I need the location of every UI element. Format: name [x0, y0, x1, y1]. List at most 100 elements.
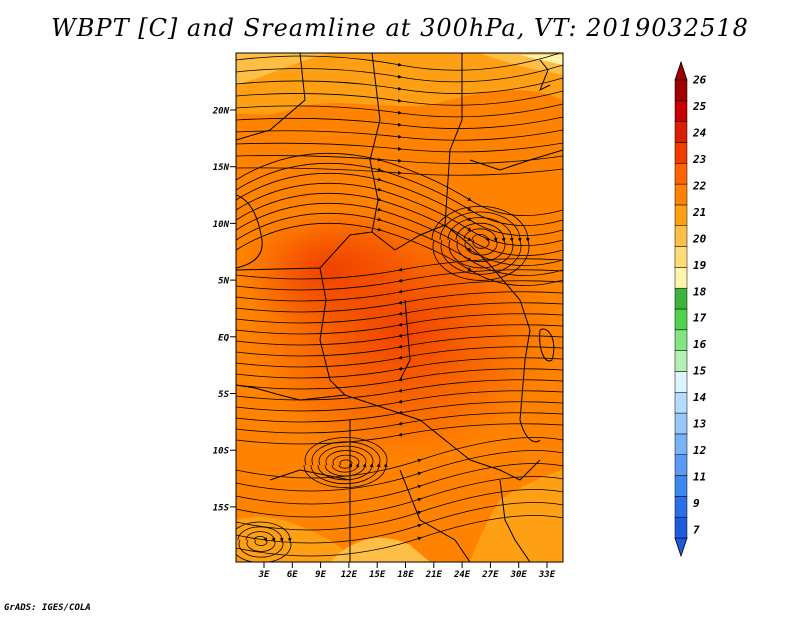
streamline — [236, 258, 563, 280]
field-region-ne-pale — [520, 55, 563, 65]
colorbar-label: 24 — [692, 126, 707, 139]
colorbar-swatch — [674, 308, 688, 331]
map-frame — [235, 52, 564, 563]
lon-label: 21E — [425, 570, 443, 580]
colorbar-label: 9 — [693, 497, 700, 510]
streamline — [338, 459, 353, 469]
streamline — [236, 489, 563, 531]
streamline — [236, 222, 563, 286]
colorbar-label: 12 — [693, 444, 707, 457]
streamline — [236, 269, 563, 291]
streamline — [236, 53, 562, 71]
streamline — [236, 521, 292, 562]
map-area — [236, 53, 563, 562]
lon-label: 6E — [287, 570, 298, 580]
colorbar-label: 7 — [693, 524, 700, 537]
streamline — [236, 423, 563, 445]
lat-label: 20N — [212, 107, 230, 117]
colorbar-label: 16 — [693, 338, 707, 351]
streamline — [236, 129, 563, 141]
streamline — [236, 103, 563, 118]
streamline — [236, 324, 563, 346]
country-borders — [236, 53, 563, 562]
streamline — [236, 346, 563, 368]
streamline — [431, 206, 530, 281]
footer-credit: GrADS: IGES/COLA — [4, 603, 91, 613]
colorbar-swatch — [674, 204, 688, 226]
colorbar-label: 18 — [693, 285, 707, 298]
colorbar-max-arrow — [674, 60, 688, 81]
streamline — [455, 222, 506, 262]
colorbar-swatch — [674, 121, 688, 143]
streamline — [236, 379, 563, 401]
field-hot-core-west — [240, 210, 420, 330]
streamline — [236, 437, 563, 479]
streamline — [310, 441, 381, 485]
lat-label: 10S — [213, 447, 230, 457]
chart-title: WBPT [C] and Sreamline at 300hPa, VT: 20… — [51, 14, 749, 42]
colorbar-swatch — [674, 329, 688, 351]
streamline — [237, 526, 284, 558]
colorbar-min-arrow — [674, 537, 688, 558]
streamline — [236, 412, 563, 434]
colorbar: 7 9 11 12 13 14 15 16 17 18 19 20 21 22 23 24 25 26 — [674, 60, 707, 558]
lon-label: 3E — [258, 570, 270, 580]
streamline — [236, 90, 563, 106]
streamline — [324, 450, 367, 477]
streamline — [447, 217, 514, 269]
colorbar-label: 15 — [693, 365, 707, 378]
lat-label: 15N — [213, 163, 230, 173]
streamline — [236, 450, 563, 492]
streamline — [236, 313, 563, 335]
lat-label: EQ — [218, 333, 229, 343]
colorbar-label: 23 — [692, 153, 707, 166]
lon-label: 33E — [538, 570, 556, 580]
lon-label: 30E — [510, 570, 528, 580]
streamline — [245, 531, 276, 552]
streamline — [236, 476, 563, 518]
lat-label: 10N — [213, 220, 230, 230]
colorbar-label: 13 — [693, 418, 707, 431]
streamline — [236, 142, 563, 153]
colorbar-swatch — [674, 163, 688, 185]
streamline — [303, 437, 388, 488]
colorbar-swatch — [674, 246, 688, 268]
colorbar-swatch — [674, 225, 688, 247]
lat-label: 5S — [218, 390, 229, 400]
colorbar-swatch — [674, 287, 688, 310]
colorbar-swatch — [674, 412, 688, 435]
streamline — [331, 454, 360, 473]
colorbar-label: 22 — [692, 179, 707, 192]
colorbar-label: 21 — [692, 206, 706, 219]
streamlines — [236, 53, 563, 562]
streamline — [439, 211, 522, 275]
streamline — [463, 228, 498, 256]
lon-label: 27E — [481, 570, 499, 580]
streamline — [317, 445, 374, 481]
colorbar-swatch — [674, 142, 688, 164]
streamline — [236, 401, 563, 423]
colorbar-swatch — [674, 267, 688, 289]
colorbar-swatch — [674, 475, 688, 497]
colorbar-label: 11 — [693, 471, 706, 484]
colorbar-label: 26 — [692, 74, 707, 87]
lon-label: 12E — [341, 570, 358, 580]
field-region-northwest — [236, 53, 330, 85]
streamline — [236, 368, 563, 390]
streamline — [236, 463, 563, 505]
lon-label: 18E — [397, 570, 414, 580]
colorbar-swatch — [674, 100, 688, 122]
streamline — [236, 64, 563, 83]
streamline — [236, 390, 563, 412]
streamline — [471, 234, 490, 249]
longitude-axis: 3E 6E 9E 12E 15E 18E 21E 24E 27E 30E 33E — [258, 562, 556, 580]
colorbar-label: 17 — [693, 312, 707, 325]
colorbar-swatch — [674, 496, 688, 518]
colorbar-swatch — [674, 183, 688, 206]
colorbar-label: 14 — [693, 391, 707, 404]
streamline — [236, 77, 563, 94]
streamline — [236, 116, 563, 129]
colorbar-swatch — [674, 516, 688, 539]
streamline — [236, 502, 563, 544]
